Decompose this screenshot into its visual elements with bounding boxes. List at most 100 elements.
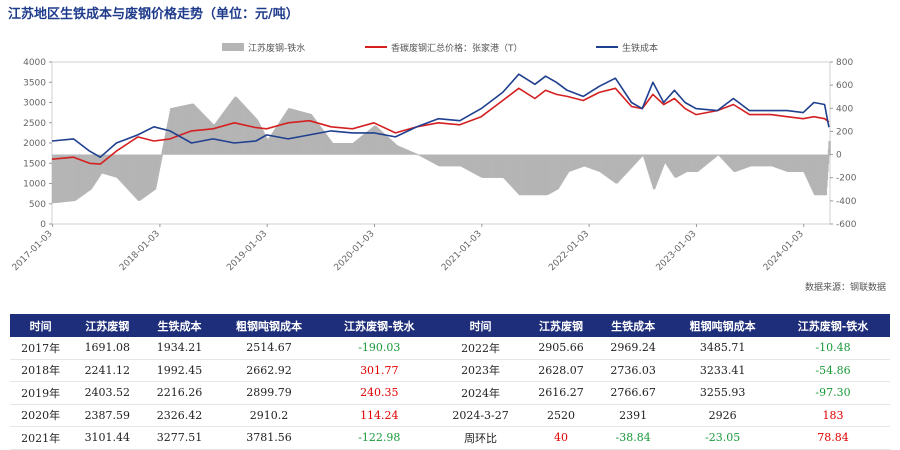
table-cell: 2017年 — [10, 337, 72, 360]
header-scrap-1: 江苏废钢 — [71, 314, 144, 337]
table-cell: 2326.42 — [143, 404, 216, 427]
table-cell: 2024-3-27 — [436, 404, 525, 427]
x-tick-label: 2021-01-03 — [440, 229, 484, 273]
legend-iron-label: 生铁成本 — [622, 42, 658, 54]
header-time-1: 时间 — [10, 314, 72, 337]
gap-bar — [826, 154, 830, 165]
y-right-tick-label: 800 — [836, 58, 853, 68]
table-cell: 2216.26 — [143, 381, 216, 405]
table-cell: 3255.93 — [669, 381, 776, 405]
table-cell: 301.77 — [322, 359, 437, 382]
table-cell: 1934.21 — [143, 337, 216, 360]
table-cell: 2391 — [597, 404, 670, 427]
table-cell: 2019年 — [10, 381, 72, 405]
table-cell: 2018年 — [10, 359, 72, 382]
table-cell: -23.05 — [669, 426, 776, 450]
table-cell: 2899.79 — [215, 381, 323, 405]
table-cell: 240.35 — [322, 381, 437, 405]
table-cell: 2403.52 — [71, 381, 144, 405]
header-steel-cost-2: 粗钢吨钢成本 — [669, 314, 776, 337]
x-tick-label: 2023-01-03 — [655, 229, 699, 273]
legend-scrap-label: 香碳废钢汇总价格：张家港（T） — [391, 42, 523, 54]
header-gap-2: 江苏废钢-铁水 — [776, 314, 890, 337]
table-cell: -38.84 — [597, 426, 670, 450]
price-trend-chart: 05001000150020002500300035004000-600-400… — [11, 42, 857, 273]
table-cell: 78.84 — [776, 426, 890, 450]
table-cell: 2910.2 — [215, 404, 323, 427]
y-right-tick-label: 0 — [836, 151, 842, 161]
table-cell: 周环比 — [436, 426, 525, 450]
table-cell: 3277.51 — [143, 426, 216, 450]
table-row: 2018年 2241.12 1992.45 2662.92 301.77 2023年 262… — [10, 359, 890, 382]
table-cell: 2616.27 — [524, 381, 598, 405]
header-steel-cost-1: 粗钢吨钢成本 — [215, 314, 323, 337]
y-left-tick-label: 1500 — [23, 159, 46, 169]
iron-cost-line — [51, 73, 830, 158]
table-cell: -97.30 — [776, 381, 890, 405]
table-cell: 2021年 — [10, 426, 72, 450]
table-cell: 40 — [524, 426, 598, 450]
gap-bar-series — [52, 96, 831, 204]
table-cell: 2766.67 — [597, 381, 670, 405]
y-left-tick-label: 1000 — [23, 180, 46, 190]
y-left-tick-label: 2500 — [23, 119, 46, 129]
header-scrap-2: 江苏废钢 — [524, 314, 598, 337]
header-iron-cost-2: 生铁成本 — [597, 314, 670, 337]
table-cell: 2020年 — [10, 404, 72, 427]
data-source: 数据来源：钢联数据 — [804, 283, 886, 293]
table-cell: 2022年 — [436, 337, 525, 360]
table-cell: 2241.12 — [71, 359, 144, 382]
x-tick-label: 2018-01-03 — [118, 229, 162, 273]
table-cell: 2514.67 — [215, 337, 323, 360]
table-cell: 2905.66 — [524, 337, 598, 360]
table-cell: 2969.24 — [597, 337, 670, 360]
table-cell: 3485.71 — [669, 337, 776, 360]
gap-bar — [159, 154, 163, 160]
table-cell: 3101.44 — [71, 426, 144, 450]
gap-bar — [827, 154, 830, 157]
header-gap-1: 江苏废钢-铁水 — [322, 314, 437, 337]
table-cell: 2926 — [669, 404, 776, 427]
x-tick-label: 2017-01-03 — [11, 229, 55, 273]
y-right-tick-label: -600 — [836, 220, 857, 230]
y-right-tick-label: -400 — [836, 197, 857, 207]
y-left-tick-label: 2000 — [23, 139, 46, 149]
y-left-tick-label: 3500 — [23, 78, 46, 88]
table-cell: 1691.08 — [71, 337, 144, 360]
header-iron-cost-1: 生铁成本 — [143, 314, 216, 337]
table-cell: -10.48 — [776, 337, 890, 360]
table-cell: 2023年 — [436, 359, 525, 382]
table-header-row: 时间 江苏废钢 生铁成本 粗钢吨钢成本 江苏废钢-铁水 时间 江苏废钢 生铁成本… — [10, 314, 890, 337]
table-cell: 2736.03 — [597, 359, 670, 382]
y-right-tick-label: 600 — [836, 81, 853, 91]
table-cell: 2628.07 — [524, 359, 598, 382]
table-body: 2017年 1691.08 1934.21 2514.67 -190.03 2022年 29… — [10, 337, 890, 450]
x-tick-label: 2020-01-03 — [333, 229, 377, 273]
table-cell: 114.24 — [322, 404, 437, 427]
chart-title: 江苏地区生铁成本与废钢价格走势（单位：元/吨） — [8, 7, 299, 22]
table-cell: -122.98 — [322, 426, 437, 450]
x-tick-label: 2024-01-03 — [762, 229, 806, 273]
table-cell: 2662.92 — [215, 359, 323, 382]
table-cell: -190.03 — [322, 337, 437, 360]
y-right-tick-label: -200 — [836, 174, 857, 184]
table-cell: 1992.45 — [143, 359, 216, 382]
table-row: 2021年 3101.44 3277.51 3781.56 -122.98 周环比 40 -3… — [10, 426, 890, 450]
y-left-tick-label: 3000 — [23, 99, 46, 109]
table-cell: 3781.56 — [215, 426, 323, 450]
gap-bar — [828, 141, 831, 155]
x-tick-label: 2019-01-03 — [225, 229, 269, 273]
y-right-tick-label: 200 — [836, 127, 853, 137]
y-left-tick-label: 500 — [29, 200, 46, 210]
table-cell: 3233.41 — [669, 359, 776, 382]
table-cell: -54.86 — [776, 359, 890, 382]
table-cell: 2387.59 — [71, 404, 144, 427]
table-row: 2019年 2403.52 2216.26 2899.79 240.35 2024年 261… — [10, 381, 890, 405]
x-tick-label: 2022-01-03 — [547, 229, 591, 273]
y-left-tick-label: 0 — [40, 220, 46, 230]
summary-table: 时间 江苏废钢 生铁成本 粗钢吨钢成本 江苏废钢-铁水 时间 江苏废钢 生铁成本… — [10, 314, 890, 450]
gap-bar — [160, 154, 163, 157]
legend-gap-swatch — [222, 43, 244, 51]
legend-gap-label: 江苏废钢-铁水 — [248, 42, 305, 54]
header-time-2: 时间 — [436, 314, 525, 337]
